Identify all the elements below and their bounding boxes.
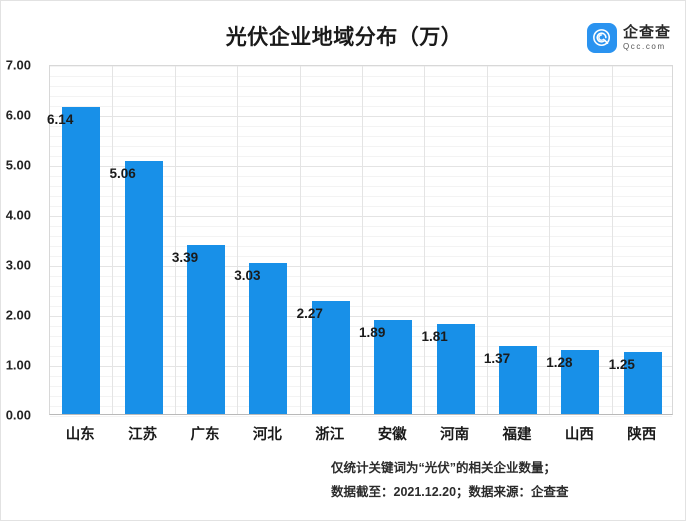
bar[interactable] [124, 161, 163, 414]
footnote-line: 数据截至：2021.12.20；数据来源：企查查 [331, 485, 569, 499]
bar[interactable] [436, 323, 475, 414]
bar-value-label: 1.81 [421, 328, 448, 344]
y-tick-label: 1.00 [5, 357, 31, 373]
y-tick-label: 3.00 [5, 257, 31, 273]
bar-value-label: 3.39 [171, 249, 199, 265]
bar[interactable] [374, 319, 413, 414]
y-axis: 0.00 1.00 2.00 3.00 4.00 5.00 6.00 7.00 [6, 58, 673, 423]
y-tick-label: 6.00 [5, 107, 31, 123]
bar[interactable] [249, 262, 288, 414]
bar[interactable] [561, 350, 600, 414]
x-tick-label: 陕西 [627, 427, 657, 443]
x-tick-label: 山东 [65, 427, 95, 443]
brand-name-en: Qcc.com [622, 42, 666, 51]
y-tick-label: 5.00 [5, 157, 31, 173]
x-tick-label: 福建 [502, 427, 532, 443]
x-tick-label: 广东 [190, 427, 220, 443]
brand-logo: 企查查 Qcc.com [586, 23, 671, 53]
bar[interactable] [311, 300, 350, 414]
y-tick-label: 2.00 [5, 307, 31, 323]
bar-value-label: 3.03 [234, 267, 261, 283]
qcc-logo-icon [586, 23, 617, 53]
bar-value-label: 1.89 [359, 324, 386, 340]
bar-value-label: 2.27 [296, 305, 323, 321]
x-tick-label: 河北 [252, 427, 282, 443]
bar[interactable] [499, 345, 537, 414]
y-tick-label: 7.00 [5, 57, 31, 73]
page-title: 光伏企业地域分布（万） [225, 26, 463, 49]
x-tick-label: 江苏 [128, 427, 158, 443]
bar-value-label: 5.06 [109, 166, 136, 181]
x-tick-label: 安徽 [377, 427, 407, 443]
bar[interactable] [187, 244, 225, 414]
bar-value-label: 1.28 [546, 355, 573, 370]
bar-value-label: 6.14 [47, 112, 74, 127]
bar[interactable] [62, 107, 101, 414]
x-tick-label: 山西 [564, 427, 594, 443]
x-tick-label: 河南 [440, 427, 470, 443]
brand-wordmark: 企查查 Qcc.com [623, 25, 671, 51]
footnote-line: 仅统计关键词为“光伏”的相关企业数量； [331, 461, 557, 475]
y-tick-label: 0.00 [5, 407, 31, 423]
footnotes: 仅统计关键词为“光伏”的相关企业数量； 数据截至：2021.12.20；数据来源… [331, 456, 677, 504]
bar-value-label: 1.25 [608, 356, 635, 372]
bar-value-label: 1.37 [483, 350, 511, 366]
gridline-minor [50, 416, 672, 417]
y-tick-label: 4.00 [5, 207, 31, 223]
x-tick-label: 浙江 [315, 427, 345, 443]
bar[interactable] [623, 351, 662, 414]
brand-name-cn: 企查查 [622, 24, 671, 41]
